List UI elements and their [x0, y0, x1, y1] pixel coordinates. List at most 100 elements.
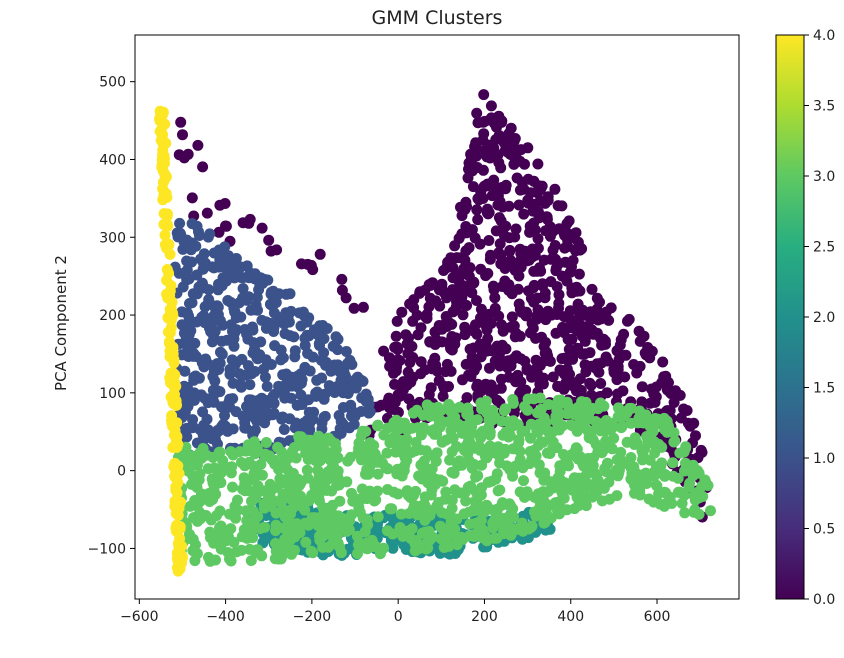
data-point — [352, 530, 363, 542]
data-point — [400, 544, 412, 555]
data-point — [357, 301, 369, 313]
data-point — [226, 354, 238, 366]
data-point — [382, 484, 393, 495]
data-point — [411, 404, 423, 416]
data-point — [256, 550, 268, 562]
data-point — [207, 384, 219, 396]
data-point — [345, 382, 357, 394]
data-point — [267, 390, 279, 402]
data-point — [636, 396, 648, 408]
data-point — [269, 340, 281, 352]
y-tick-label: 0 — [117, 464, 126, 480]
data-point — [370, 494, 382, 506]
cluster-4-points — [154, 105, 188, 577]
data-point — [240, 505, 252, 517]
data-point — [553, 297, 565, 309]
data-point — [166, 296, 178, 308]
data-point — [303, 434, 314, 446]
data-point — [539, 287, 551, 299]
data-point — [532, 158, 544, 170]
data-point — [400, 329, 412, 341]
data-point — [204, 425, 215, 437]
data-point — [672, 472, 684, 484]
x-tick-label: −600 — [120, 609, 158, 625]
data-point — [161, 210, 173, 222]
data-point — [216, 335, 228, 347]
data-point — [431, 447, 443, 459]
data-point — [163, 336, 175, 348]
data-point — [586, 283, 598, 295]
data-point — [680, 442, 692, 454]
data-point — [464, 518, 476, 530]
data-point — [502, 362, 514, 374]
data-point — [372, 511, 384, 523]
data-point — [335, 374, 347, 386]
data-point — [571, 243, 583, 255]
data-point — [155, 135, 167, 146]
data-point — [483, 308, 495, 320]
data-point — [433, 420, 445, 432]
data-point — [187, 414, 199, 426]
data-point — [489, 411, 501, 423]
data-point — [190, 240, 202, 252]
cluster-0-points — [173, 89, 713, 523]
data-point — [600, 420, 612, 432]
data-point — [384, 402, 396, 414]
x-tick-label: 0 — [394, 609, 403, 625]
data-point — [214, 357, 226, 369]
data-point — [547, 371, 559, 383]
data-point — [573, 268, 585, 280]
data-point — [239, 477, 251, 489]
data-point — [532, 233, 544, 245]
data-point — [324, 447, 336, 459]
colorbar-tick-label: 3.5 — [813, 99, 835, 115]
data-point — [352, 548, 363, 560]
data-point — [484, 440, 496, 452]
data-point — [591, 358, 603, 370]
data-point — [261, 380, 273, 392]
data-point — [634, 335, 646, 347]
colorbar-tick-label: 0.0 — [813, 592, 835, 608]
data-point — [236, 531, 248, 543]
data-point — [418, 422, 430, 433]
data-point — [512, 283, 524, 295]
data-point — [420, 543, 432, 555]
data-point — [680, 457, 691, 469]
axes: −600 −400 −200 0 200 400 600 −100 0 100 200 300 400 5… — [88, 34, 740, 625]
data-point — [171, 417, 183, 429]
data-point — [480, 270, 492, 282]
data-point — [466, 152, 477, 164]
data-point — [554, 460, 566, 472]
data-point — [380, 462, 392, 474]
data-point — [449, 523, 461, 535]
data-point — [676, 497, 688, 509]
data-point — [250, 465, 262, 477]
data-point — [270, 297, 282, 308]
data-point — [213, 261, 225, 273]
data-point — [641, 431, 653, 442]
data-point — [606, 443, 618, 455]
data-point — [251, 291, 263, 303]
data-point — [191, 548, 203, 560]
data-point — [173, 149, 185, 161]
data-point — [289, 422, 301, 434]
data-point — [408, 294, 420, 306]
data-point — [593, 366, 605, 378]
data-point — [547, 244, 559, 256]
data-point — [298, 417, 310, 429]
data-point — [561, 504, 573, 516]
data-point — [290, 520, 301, 531]
data-point — [552, 421, 564, 433]
data-point — [492, 517, 503, 529]
data-point — [487, 178, 499, 190]
data-point — [411, 309, 423, 321]
data-point — [446, 446, 458, 458]
data-point — [525, 521, 537, 533]
data-point — [286, 380, 298, 392]
data-point — [201, 207, 213, 219]
data-point — [197, 257, 209, 269]
data-point — [460, 495, 472, 507]
data-point — [473, 194, 485, 206]
data-point — [391, 361, 403, 373]
data-point — [202, 463, 214, 475]
